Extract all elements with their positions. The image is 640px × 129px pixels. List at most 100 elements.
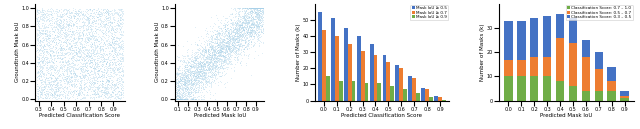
Point [193, 64, 203, 66]
Point [172, 92, 182, 94]
Point [49, 67, 59, 70]
Point [88, 23, 98, 25]
Point [182, 98, 192, 100]
Point [204, 62, 214, 64]
Point [209, 29, 220, 31]
Point [83, 59, 93, 62]
Point [186, 72, 196, 74]
Point [186, 79, 196, 81]
Point [81, 28, 91, 30]
Point [90, 63, 100, 65]
Point [234, 37, 244, 39]
Point [244, 53, 254, 55]
Point [97, 20, 107, 22]
Point [104, 30, 115, 32]
Point [210, 59, 220, 61]
Point [35, 90, 45, 92]
Point [106, 32, 116, 34]
Point [199, 69, 209, 71]
Point [71, 59, 81, 61]
Point [44, 39, 54, 42]
Point [223, 35, 233, 37]
Point [77, 59, 87, 61]
Point [49, 75, 60, 77]
Point [33, 71, 43, 73]
Point [214, 32, 224, 34]
Point [107, 28, 117, 30]
Point [114, 68, 124, 70]
Point [182, 80, 192, 82]
Point [199, 62, 209, 64]
Point [54, 47, 65, 49]
Point [245, 28, 255, 30]
Point [247, 23, 257, 25]
Point [95, 46, 106, 48]
Point [64, 53, 74, 55]
Point [60, 32, 70, 34]
Point [233, 25, 243, 27]
Point [220, 52, 230, 54]
Point [60, 78, 70, 80]
Point [237, 32, 248, 34]
Point [220, 24, 230, 26]
Point [213, 33, 223, 35]
Point [237, 44, 247, 46]
Point [234, 46, 244, 49]
Point [68, 14, 78, 16]
Point [173, 86, 184, 88]
Point [58, 41, 68, 43]
Point [173, 98, 184, 100]
Point [214, 38, 225, 40]
Point [243, 13, 253, 15]
Point [32, 34, 42, 36]
Point [244, 7, 255, 9]
Point [253, 11, 263, 13]
Point [241, 16, 251, 18]
Point [204, 58, 214, 60]
Point [199, 63, 209, 65]
Point [68, 68, 78, 70]
Point [51, 60, 61, 62]
Point [42, 33, 52, 35]
Point [86, 46, 96, 48]
Point [37, 78, 47, 80]
Point [216, 65, 226, 67]
Point [251, 28, 261, 30]
Point [116, 89, 127, 91]
Point [50, 77, 60, 79]
Point [75, 31, 85, 33]
Point [228, 19, 239, 21]
Point [35, 89, 45, 91]
Point [255, 16, 266, 18]
Point [61, 86, 72, 88]
Point [211, 54, 221, 56]
Point [218, 58, 228, 60]
Point [56, 20, 67, 22]
Point [182, 89, 192, 91]
Point [196, 66, 206, 68]
Point [171, 82, 181, 84]
Point [189, 72, 200, 74]
Point [236, 24, 246, 26]
Point [114, 71, 124, 73]
Point [209, 60, 220, 62]
Point [202, 60, 212, 62]
Point [33, 29, 43, 31]
Point [86, 35, 97, 37]
Point [103, 65, 113, 67]
Point [92, 52, 102, 54]
Point [67, 55, 77, 57]
Point [176, 93, 186, 95]
Point [230, 33, 241, 35]
Point [249, 31, 259, 33]
Point [172, 71, 182, 73]
Point [180, 88, 190, 90]
Point [85, 71, 95, 73]
Point [215, 32, 225, 34]
Point [108, 76, 118, 78]
Point [257, 30, 267, 32]
Point [189, 74, 200, 76]
Point [116, 47, 127, 49]
Point [106, 29, 116, 31]
Point [175, 78, 186, 80]
